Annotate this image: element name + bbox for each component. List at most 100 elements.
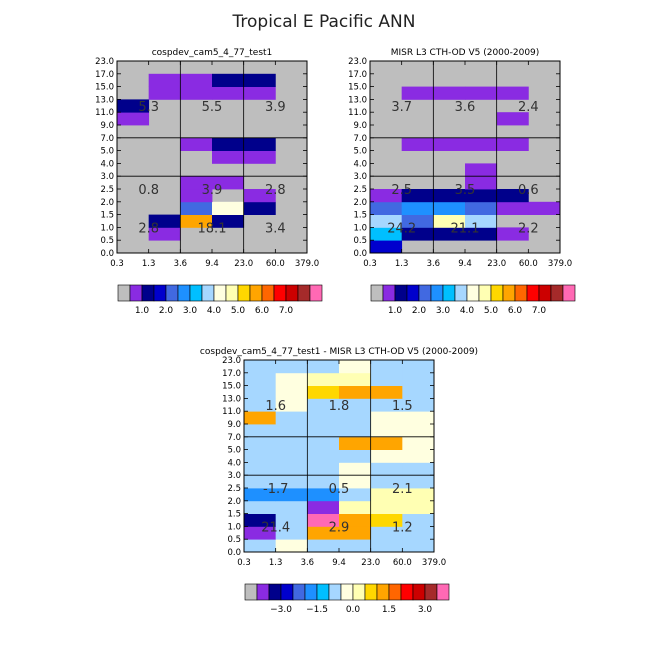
colorbar-label: 3.0 (418, 605, 433, 615)
heatmap-cell (370, 500, 403, 514)
colorbar-swatch (213, 284, 227, 302)
colorbar-swatch (280, 583, 294, 601)
heatmap-cell (307, 500, 340, 514)
heatmap-cell (244, 385, 277, 399)
y-tick-label: 7.0 (227, 433, 241, 443)
heatmap-cell (465, 189, 498, 203)
heatmap-cell (307, 372, 340, 386)
heatmap-cell (370, 411, 403, 425)
heatmap-cell (244, 500, 277, 514)
heatmap-cell (370, 227, 403, 241)
colorbar-swatch (478, 284, 492, 302)
heatmap-cell (307, 385, 340, 399)
heatmap-cell (275, 488, 308, 502)
heatmap-cell (244, 360, 277, 374)
colorbar-label: 3.0 (436, 306, 451, 316)
colorbar-swatch (261, 284, 275, 302)
y-tick-label: 0.5 (227, 535, 241, 545)
heatmap-cell (496, 201, 529, 215)
x-tick-label: 3.6 (301, 558, 315, 568)
colorbar-swatch (394, 284, 408, 302)
colorbar-swatch (304, 583, 318, 601)
y-tick-label: 13.0 (222, 394, 241, 404)
box-total-label: 1.8 (329, 399, 350, 414)
heatmap-cell (370, 360, 403, 374)
heatmap-cell (433, 137, 466, 151)
y-tick-label: 11.0 (222, 407, 241, 417)
heatmap-cell (370, 385, 403, 399)
heatmap-cell (339, 449, 372, 463)
heatmap-cell (339, 513, 372, 527)
box-total-label: 3.4 (265, 221, 286, 236)
colorbar-swatch (249, 284, 263, 302)
y-tick-label: 11.0 (95, 108, 114, 118)
heatmap-cell (402, 488, 435, 502)
heatmap-cell (275, 385, 308, 399)
heatmap-cell (370, 189, 403, 203)
heatmap-cell (433, 189, 466, 203)
x-tick-label: 23.0 (234, 259, 253, 269)
colorbar-label: 4.0 (207, 306, 222, 316)
heatmap-cell (307, 513, 340, 527)
box-total-label: 0.5 (329, 482, 350, 497)
heatmap-cell (401, 137, 434, 151)
heatmap-cell (244, 526, 277, 540)
colorbar-label: 2.0 (412, 306, 427, 316)
heatmap-cell (148, 227, 181, 241)
heatmap-cell (212, 73, 245, 87)
box-total-label: 3.7 (391, 100, 412, 115)
colorbar-swatch (309, 284, 323, 302)
heatmap-cell (244, 436, 277, 450)
colorbar-3: −3.0 −1.5 0.0 1.5 3.0 (244, 583, 450, 615)
box-total-label: 24.2 (387, 221, 416, 236)
heatmap-cell (339, 475, 372, 489)
colorbar-swatch (273, 284, 287, 302)
panel-title: cospdev_cam5_4_77_test1 (152, 48, 273, 58)
colorbar-swatch (256, 583, 270, 601)
x-tick-label: 23.0 (487, 259, 506, 269)
colorbar-label: 6.0 (508, 306, 523, 316)
x-tick-label: 1.3 (142, 259, 156, 269)
heatmap-cell (496, 227, 529, 241)
heatmap-cell (275, 513, 308, 527)
panel-title: MISR L3 CTH-OD V5 (2000-2009) (391, 48, 540, 58)
colorbar-swatch (430, 284, 444, 302)
box-total-label: 2.9 (329, 520, 350, 535)
heatmap-cell (180, 86, 213, 100)
heatmap-cell (402, 500, 435, 514)
heatmap-cell (402, 539, 435, 553)
heatmap-cell (370, 513, 403, 527)
colorbar-swatch (292, 583, 306, 601)
heatmap-cell (465, 137, 498, 151)
y-tick-label: 9.0 (227, 420, 241, 430)
heatmap-cell (401, 214, 434, 228)
heatmap-cell (465, 163, 498, 177)
box-total-label: 3.9 (265, 100, 286, 115)
y-tick-label: 2.5 (227, 484, 241, 494)
heatmap-cell (370, 398, 403, 412)
heatmap-cell (244, 398, 277, 412)
heatmap-cell (180, 189, 213, 203)
heatmap-cell (465, 86, 498, 100)
heatmap-cell (402, 436, 435, 450)
colorbar-swatch (244, 583, 258, 601)
colorbar-2: 1.0 2.0 3.0 4.0 5.0 6.0 7.0 (370, 284, 576, 316)
x-tick-label: 379.0 (295, 259, 319, 269)
colorbar-swatch (490, 284, 504, 302)
heatmap-cell (339, 488, 372, 502)
heatmap-cell (307, 360, 340, 374)
y-tick-label: 2.5 (353, 185, 367, 195)
colorbar-swatch (364, 583, 378, 601)
y-tick-label: 1.5 (353, 211, 367, 221)
y-tick-label: 15.0 (348, 83, 367, 93)
heatmap-cell (402, 360, 435, 374)
heatmap-cell (243, 189, 276, 203)
colorbar-swatch (328, 583, 342, 601)
heatmap-cell (307, 526, 340, 540)
heatmap-cell (307, 449, 340, 463)
heatmap-cell (401, 201, 434, 215)
heatmap-cell (370, 436, 403, 450)
box-total-label: 3.5 (455, 183, 476, 198)
box-total-label: 2.1 (392, 482, 413, 497)
colorbar-swatch (340, 583, 354, 601)
